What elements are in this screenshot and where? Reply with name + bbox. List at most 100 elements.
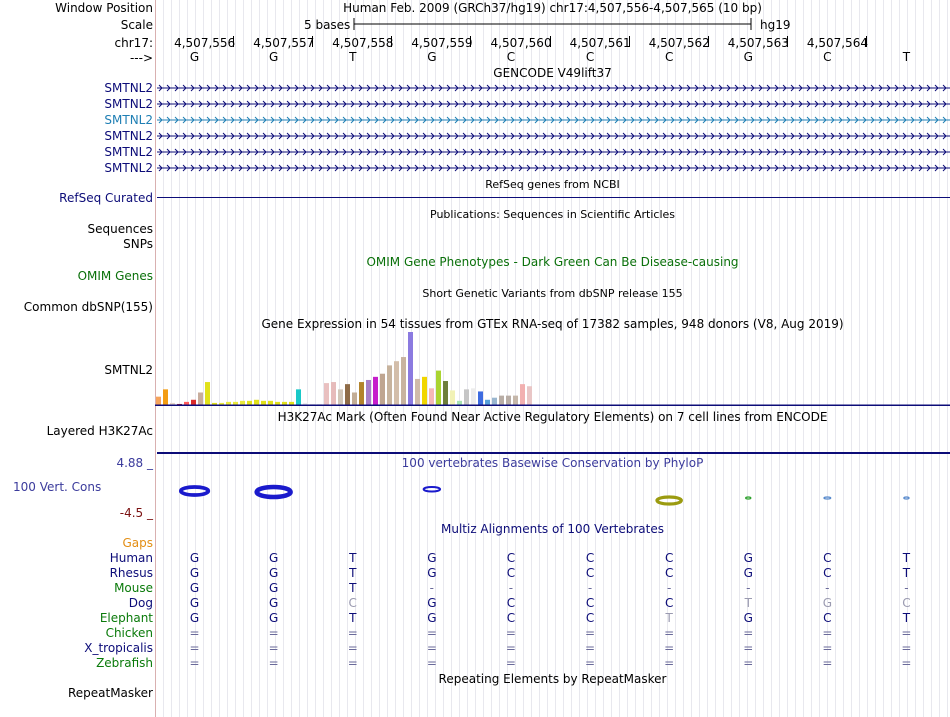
position-tick [786, 36, 788, 47]
gencode-transcript-label[interactable]: SMTNL2 [104, 97, 153, 111]
gencode-transcript-label[interactable]: SMTNL2 [104, 113, 153, 127]
omim-label[interactable]: OMIM Genes [77, 269, 153, 283]
scale-label[interactable]: Scale [120, 18, 153, 32]
alignment-base: G [189, 611, 200, 625]
species-label[interactable]: Chicken [105, 626, 153, 640]
position-tick-label: 4,507,557 [253, 36, 315, 50]
gtex-tissue-bar [191, 399, 196, 405]
gtex-tissue-bar [184, 401, 189, 405]
gencode-transcript-line[interactable] [157, 83, 950, 93]
dbsnp-title: Short Genetic Variants from dbSNP releas… [422, 287, 683, 300]
alignment-base: T [349, 611, 357, 625]
gtex-tissue-bar [359, 382, 364, 405]
conservation-mark [178, 485, 211, 497]
scale-bar [353, 18, 752, 30]
gencode-transcript-line[interactable] [157, 115, 950, 125]
species-label[interactable]: Human [109, 551, 153, 565]
gtex-tissue-bar [527, 386, 532, 405]
alignment-base: - [429, 581, 435, 595]
conservation-ymax: 4.88 _ [116, 456, 153, 470]
alignment-base: G [743, 566, 753, 580]
window-position-label[interactable]: Window Position [55, 1, 153, 15]
alignment-base: = [901, 656, 912, 670]
alignment-base: C [506, 566, 516, 580]
alignment-base: T [902, 566, 911, 580]
alignment-base: = [347, 626, 358, 640]
gtex-tissue-bar [436, 370, 441, 405]
alignment-base: - [904, 581, 909, 595]
gencode-transcript-label[interactable]: SMTNL2 [104, 145, 153, 159]
snps-label[interactable]: SNPs [123, 237, 153, 251]
species-label[interactable]: Elephant [99, 611, 153, 625]
alignment-base: = [268, 626, 279, 640]
gencode-transcript-label[interactable]: SMTNL2 [104, 161, 153, 175]
alignment-base: = [426, 626, 437, 640]
reference-base: G [427, 50, 437, 64]
publications-title: Publications: Sequences in Scientific Ar… [430, 208, 675, 221]
strand-arrow [158, 164, 947, 172]
gtex-tissue-bar [485, 399, 490, 405]
gtex-tissue-bar [513, 395, 518, 405]
publications-label[interactable]: Sequences [87, 222, 153, 236]
alignment-base: = [426, 641, 437, 655]
species-label[interactable]: Dog [128, 596, 153, 610]
alignment-base: - [746, 581, 751, 595]
refseq-label[interactable]: RefSeq Curated [59, 191, 153, 205]
alignment-base: G [268, 581, 279, 595]
position-tick [549, 36, 551, 47]
h3k27ac-label[interactable]: Layered H3K27Ac [46, 424, 153, 438]
position-tick [470, 36, 472, 47]
conservation-mark [254, 484, 293, 500]
h3k27ac-track-line[interactable] [157, 452, 950, 454]
gtex-tissue-bar [261, 400, 266, 405]
gencode-transcript-line[interactable] [157, 147, 950, 157]
alignment-base: = [585, 626, 596, 640]
alignment-base: C [664, 551, 674, 565]
gtex-tissue-bar [366, 379, 371, 405]
alignment-base: T [665, 611, 673, 625]
conservation-plot[interactable] [155, 470, 950, 510]
gtex-tissue-bar [310, 403, 315, 405]
species-label[interactable]: Mouse [114, 581, 153, 595]
gtex-tissue-bar [331, 382, 336, 405]
alignment-base: G [189, 566, 200, 580]
alignment-base: = [189, 641, 200, 655]
gtex-tissue-bar [429, 388, 434, 405]
alignment-base: C [348, 596, 357, 610]
alignment-base: = [426, 656, 437, 670]
alignment-base: T [349, 566, 357, 580]
conservation-label[interactable]: 100 Vert. Cons [13, 480, 102, 494]
position-tick-label: 4,507,558 [332, 36, 394, 50]
alignment-base: C [664, 566, 674, 580]
dbsnp-label[interactable]: Common dbSNP(155) [23, 300, 153, 314]
gtex-tissue-bar [387, 365, 392, 405]
alignment-base: G [268, 566, 279, 580]
species-label[interactable]: Rhesus [109, 566, 153, 580]
gtex-bar-chart[interactable] [155, 330, 950, 406]
refseq-track-line[interactable] [157, 197, 950, 198]
alignment-base: G [743, 551, 753, 565]
conservation-mark [422, 485, 442, 493]
alignment-base: - [508, 581, 514, 595]
gencode-transcript-line[interactable] [157, 99, 950, 109]
gtex-tissue-bar [317, 403, 322, 405]
gencode-transcript-label[interactable]: SMTNL2 [104, 81, 153, 95]
gtex-label[interactable]: SMTNL2 [104, 363, 153, 377]
alignment-base: = [664, 656, 675, 670]
alignment-base: = [505, 626, 516, 640]
gtex-tissue-bar [394, 361, 399, 405]
position-tick [628, 36, 630, 47]
gencode-transcript-line[interactable] [157, 163, 950, 173]
alignment-base: G [189, 551, 200, 565]
repeatmasker-label[interactable]: RepeatMasker [67, 686, 153, 700]
gtex-tissue-bar [247, 400, 252, 405]
species-label[interactable]: X_tropicalis [84, 641, 153, 655]
gencode-transcript-label[interactable]: SMTNL2 [104, 129, 153, 143]
strand-arrow [158, 100, 947, 108]
gtex-tissue-bar [443, 381, 448, 405]
gencode-transcript-line[interactable] [157, 131, 950, 141]
species-label[interactable]: Zebrafish [96, 656, 153, 670]
position-tick-label: 4,507,562 [648, 36, 710, 50]
position-tick-label: 4,507,560 [490, 36, 552, 50]
gaps-label: Gaps [122, 536, 153, 550]
